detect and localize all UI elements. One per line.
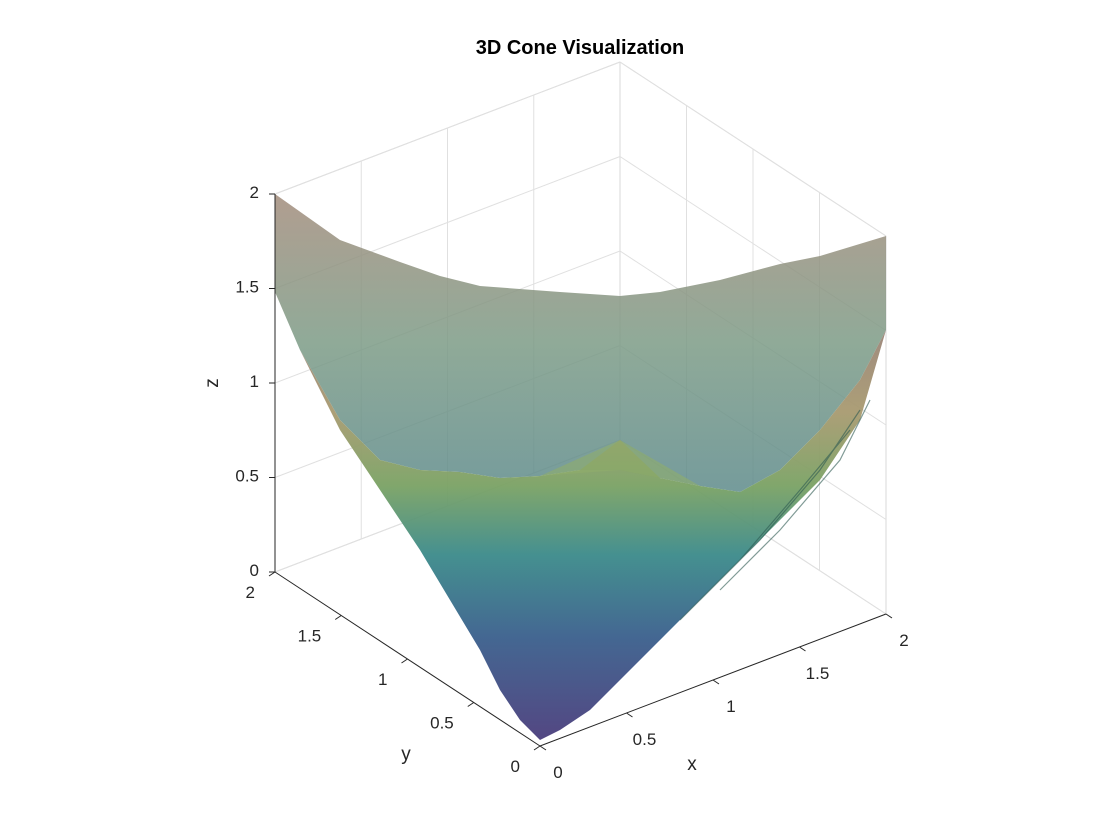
z-tick-label: 2 <box>250 183 259 202</box>
x-tick <box>626 712 633 718</box>
y-tick <box>334 615 342 620</box>
cone-surface <box>275 194 886 740</box>
x-tick <box>712 679 720 685</box>
x-tick <box>885 613 893 619</box>
x-tick-label: 0 <box>553 763 562 782</box>
x-tick-label: 2 <box>899 631 908 650</box>
z-tick-label: 1.5 <box>235 278 259 297</box>
x-tick <box>539 745 547 751</box>
tick-labels: 0 0.5 1 1.5 2 0 0.5 1 1.5 2 0 0.5 1 1.5 2 <box>235 183 908 782</box>
y-tick-label: 0 <box>511 757 520 776</box>
y-tick-label: 2 <box>246 583 255 602</box>
z-tick-label: 0 <box>250 561 259 580</box>
y-tick <box>467 702 475 707</box>
y-tick <box>401 658 408 664</box>
y-tick <box>268 571 276 577</box>
y-tick <box>533 745 541 751</box>
z-axis-label: z <box>202 378 223 388</box>
y-tick-label: 1 <box>378 670 387 689</box>
y-axis-label: y <box>401 744 411 765</box>
x-tick <box>799 646 806 652</box>
x-tick-label: 1 <box>726 697 735 716</box>
x-tick-label: 1.5 <box>806 664 830 683</box>
y-tick-label: 1.5 <box>298 627 322 646</box>
chart-title: 3D Cone Visualization <box>476 37 685 59</box>
z-tick-label: 1 <box>250 372 259 391</box>
z-tick-label: 0.5 <box>235 467 259 486</box>
y-tick-label: 0.5 <box>430 714 454 733</box>
x-axis-label: x <box>687 754 697 775</box>
x-tick-label: 0.5 <box>633 730 657 749</box>
